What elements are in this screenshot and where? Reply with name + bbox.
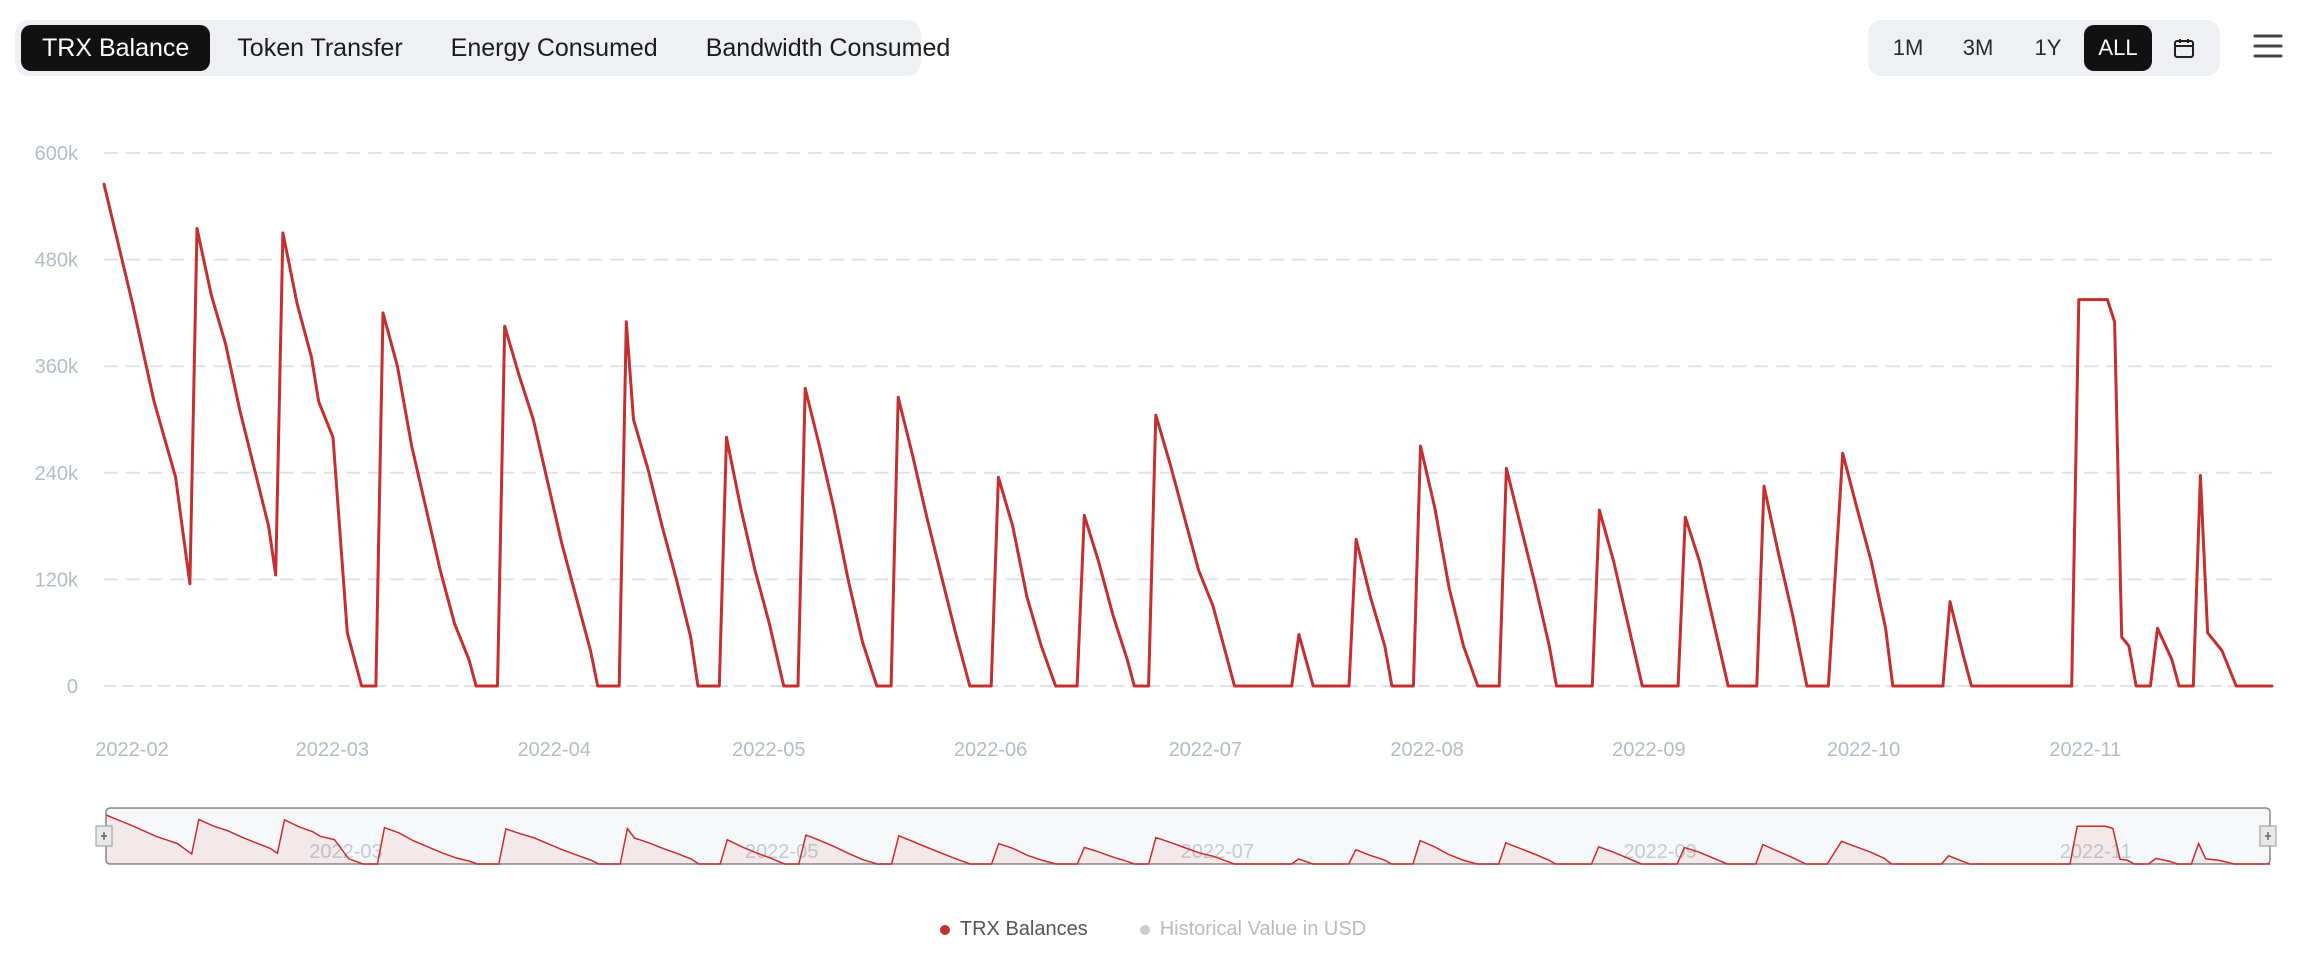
- navigator-x-label: 2022-09: [1623, 841, 1696, 863]
- range-all-button[interactable]: ALL: [2084, 25, 2152, 71]
- legend-label-historical-value-usd: Historical Value in USD: [1159, 918, 1367, 940]
- trx-balances-line: [102, 182, 2274, 688]
- legend-item-trx-balances[interactable]: TRX Balances: [939, 918, 1088, 941]
- chart-menu-button[interactable]: [2250, 26, 2286, 66]
- x-tick-label: 2022-05: [732, 739, 805, 761]
- tab-trx-balance[interactable]: TRX Balance: [21, 25, 211, 71]
- tab-token-transfer[interactable]: Token Transfer: [237, 33, 403, 62]
- calendar-button[interactable]: [2154, 25, 2214, 71]
- x-tick-label: 2022-02: [95, 739, 168, 761]
- range-3m-button[interactable]: 3M: [1962, 35, 1994, 60]
- y-tick-label: 480k: [35, 250, 79, 272]
- x-tick-label: 2022-03: [296, 739, 369, 761]
- y-tick-label: 120k: [35, 569, 79, 591]
- legend-item-historical-value-usd[interactable]: Historical Value in USD: [1139, 918, 1367, 941]
- navigator-area: [106, 815, 2270, 864]
- navigator-x-label: 2022-07: [1181, 841, 1254, 863]
- y-tick-label: 0: [67, 676, 78, 698]
- metric-tabs: TRX Balance Token Transfer Energy Consum…: [15, 20, 950, 76]
- time-range-selector: 1M 3M 1Y ALL: [1868, 20, 2220, 76]
- calendar-icon: [2174, 39, 2194, 58]
- navigator-left-handle[interactable]: [95, 825, 113, 847]
- hamburger-menu-icon: [2253, 34, 2283, 58]
- legend-dot-trx-balances: [939, 924, 950, 935]
- y-tick-label: 240k: [35, 463, 79, 485]
- x-tick-label: 2022-09: [1612, 739, 1685, 761]
- navigator-right-handle[interactable]: [2259, 825, 2277, 847]
- x-tick-label: 2022-11: [2049, 739, 2121, 761]
- legend-label-trx-balances: TRX Balances: [959, 918, 1088, 940]
- navigator-x-label: 2022-03: [309, 841, 382, 863]
- tab-bandwidth-consumed[interactable]: Bandwidth Consumed: [705, 33, 951, 62]
- range-1m-button[interactable]: 1M: [1892, 35, 1924, 60]
- x-tick-label: 2022-04: [517, 739, 590, 761]
- tab-energy-consumed[interactable]: Energy Consumed: [450, 33, 658, 62]
- navigator-line: [105, 814, 2270, 865]
- x-tick-label: 2022-06: [954, 739, 1027, 761]
- chart-legend: TRX Balances Historical Value in USD: [0, 918, 2306, 941]
- range-1y-button[interactable]: 1Y: [2034, 35, 2062, 60]
- x-tick-label: 2022-08: [1390, 739, 1463, 761]
- trx-balance-chart: 0 120k 240k 360k 480k 600k 2022-02 2022-03 2022-…: [35, 143, 2277, 865]
- x-tick-label: 2022-10: [1827, 739, 1900, 761]
- y-tick-label: 600k: [35, 143, 79, 165]
- legend-dot-historical-value-usd: [1139, 924, 1150, 935]
- x-tick-label: 2022-07: [1169, 739, 1242, 761]
- y-tick-label: 360k: [35, 356, 79, 378]
- navigator-x-label: 2022-11: [2060, 841, 2132, 863]
